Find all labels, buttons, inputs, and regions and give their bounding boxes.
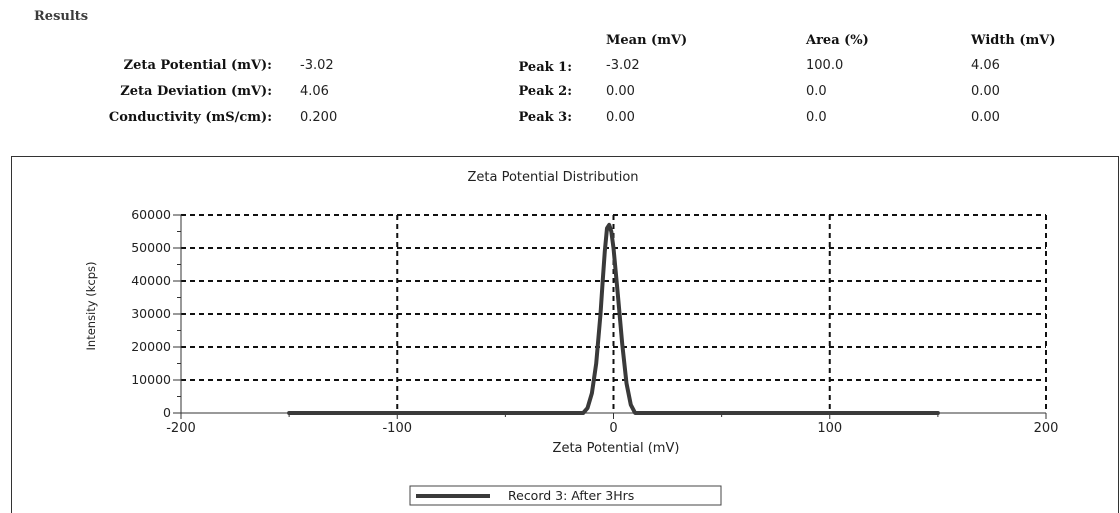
legend: Record 3: After 3Hrs (409, 485, 722, 506)
peak-mean-header: Mean (mV) (606, 33, 688, 48)
peak-1-area: 100.0 (806, 58, 844, 73)
y-tick-label-3: 30000 (131, 306, 171, 321)
peak-width-header: Width (mV) (971, 33, 1056, 48)
y-tick-label-2: 20000 (131, 339, 171, 354)
legend-label: Record 3: After 3Hrs (508, 488, 634, 503)
zeta-potential-value: -3.02 (300, 58, 334, 73)
conductivity-value: 0.200 (300, 110, 338, 125)
peak-2-label: Peak 2: (518, 84, 573, 99)
peak-1-mean: -3.02 (606, 58, 640, 73)
peak-1-label: Peak 1: (518, 60, 573, 75)
peak-2-width: 0.00 (971, 84, 1000, 99)
x-tick-label-0: -200 (166, 421, 196, 436)
peak-3-mean: 0.00 (606, 110, 635, 125)
series-layer (287, 222, 940, 415)
series-line-0 (287, 222, 940, 415)
peak-3-width: 0.00 (971, 110, 1000, 125)
peak-3-area: 0.0 (806, 110, 827, 125)
peak-1-width: 4.06 (971, 58, 1000, 73)
peak-area-header: Area (%) (806, 33, 869, 48)
zeta-deviation-label: Zeta Deviation (mV): (120, 84, 272, 99)
x-tick-label-2: 0 (609, 421, 617, 436)
zeta-potential-label: Zeta Potential (mV): (123, 58, 272, 73)
y-tick-label-0: 0 (163, 405, 171, 420)
conductivity-label: Conductivity (mS/cm): (108, 110, 272, 125)
y-axis-label: Intensity (kcps) (84, 262, 98, 351)
results-title: Results (34, 9, 89, 24)
x-axis-label: Zeta Potential (mV) (553, 441, 680, 456)
chart-title: Zeta Potential Distribution (467, 170, 638, 185)
y-tick-label-5: 50000 (131, 240, 171, 255)
chart-frame (11, 156, 1119, 513)
x-tick-label-4: 200 (1034, 421, 1059, 436)
peak-2-area: 0.0 (806, 84, 827, 99)
peak-2-mean: 0.00 (606, 84, 635, 99)
y-tick-label-6: 60000 (131, 207, 171, 222)
legend-box (409, 485, 722, 506)
y-tick-label-1: 10000 (131, 372, 171, 387)
axes: 0 10000 20000 30000 40000 50000 60000 -200 -100 0… (131, 207, 1058, 436)
peak-3-label: Peak 3: (518, 110, 573, 125)
x-tick-label-3: 100 (817, 421, 842, 436)
y-tick-label-4: 40000 (131, 273, 171, 288)
zeta-deviation-value: 4.06 (300, 84, 329, 99)
x-tick-label-1: -100 (382, 421, 412, 436)
